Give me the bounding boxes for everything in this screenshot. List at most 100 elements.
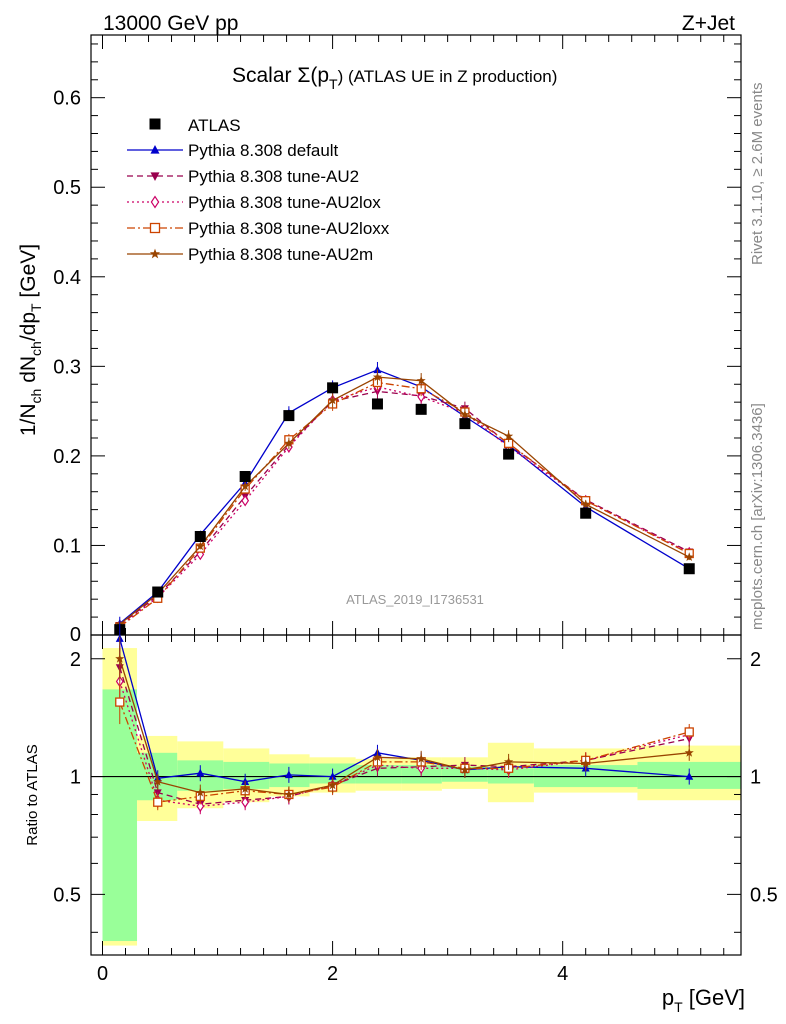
ratio-point	[685, 772, 694, 780]
series-point	[328, 395, 338, 405]
ratio-series-line	[119, 638, 690, 783]
ratio-point	[372, 752, 382, 762]
x-tick-label: 4	[557, 963, 568, 985]
legend: ATLAS Pythia 8.308 default Pythia 8.308 tu…	[127, 116, 390, 264]
analysis-tag: ATLAS_2019_I1736531	[346, 592, 484, 607]
series-point	[504, 431, 514, 441]
ratio-point	[153, 797, 163, 807]
legend-label: Pythia 8.308 tune-AU2	[188, 167, 359, 186]
series-point	[195, 541, 205, 551]
legend-label: ATLAS	[188, 116, 241, 135]
ratio-uncertainty-bands	[91, 648, 741, 946]
y-tick-label: 0.4	[53, 267, 81, 289]
y-tick-label: 0.3	[53, 356, 81, 378]
x-tick-label: 0	[97, 963, 108, 985]
series-line	[119, 390, 690, 626]
stat-uncertainty-band	[102, 689, 138, 942]
series-line	[119, 381, 690, 628]
main-axes: 0.1 0.2 0.3 0.4 0.5 0.6 0	[53, 35, 741, 646]
energy-label: 13000 GeV pp	[103, 12, 238, 35]
ratio-point	[328, 780, 338, 790]
ratio-point	[115, 697, 125, 707]
ratio-point	[684, 727, 694, 737]
legend-marker	[149, 222, 161, 234]
ratio-point	[581, 758, 591, 768]
legend-marker	[150, 172, 160, 181]
legend-label: Pythia 8.308 default	[188, 141, 339, 160]
stat-uncertainty-band	[401, 765, 442, 784]
rivet-version-text: Rivet 3.1.10, ≥ 2.6M events	[749, 83, 766, 266]
ratio-point	[460, 765, 470, 774]
ratio-series-line	[119, 701, 690, 803]
main-series-marks	[114, 361, 695, 636]
ratio-point	[284, 789, 294, 799]
data-point	[371, 398, 383, 410]
ratio-point	[416, 754, 426, 763]
data-point	[239, 470, 251, 482]
x-tick-label: 2	[327, 963, 338, 985]
data-point	[152, 586, 164, 598]
ratio-point	[241, 796, 250, 809]
data-point	[415, 403, 427, 415]
series-point	[241, 494, 250, 507]
legend-label: Pythia 8.308 tune-AU2loxx	[188, 219, 390, 238]
data-point	[503, 448, 515, 460]
legend-marker	[149, 248, 161, 259]
series-point	[372, 372, 382, 381]
legend-marker	[149, 118, 161, 130]
ratio-y-tick-label: 1	[750, 767, 761, 789]
y-tick-label: 0.6	[53, 88, 81, 110]
series-point	[240, 481, 250, 491]
ratio-point	[328, 772, 337, 780]
data-point	[327, 382, 339, 394]
data-point	[580, 507, 592, 519]
ratio-y-tick-label: 0.5	[750, 884, 778, 906]
legend-label: Pythia 8.308 tune-AU2m	[188, 245, 373, 264]
x-axis-label: pT [GeV]	[662, 985, 745, 1015]
ratio-y-tick-label: 2	[70, 649, 81, 671]
ratio-y-tick-label: 1	[70, 767, 81, 789]
ratio-y-tick-label: 0.5	[53, 884, 81, 906]
y-tick-label: 0.2	[53, 446, 81, 468]
ratio-point	[284, 770, 293, 779]
legend-marker	[150, 195, 160, 209]
chart-title: Scalar Σ(pT) (ATLAS UE in Z production)	[232, 64, 557, 92]
ratio-point	[196, 800, 205, 813]
stat-uncertainty-band	[355, 765, 402, 784]
series-point	[417, 390, 426, 403]
ratio-y-tick-label: 2	[750, 649, 761, 671]
series-point	[284, 438, 294, 448]
y-axis-label: 1/Nch dNch/dpT [GeV]	[17, 244, 44, 436]
ratio-point	[195, 787, 205, 797]
legend-label: Pythia 8.308 tune-AU2lox	[188, 193, 381, 212]
ratio-series-line	[119, 667, 690, 805]
ratio-point	[240, 784, 250, 793]
series-line	[119, 376, 690, 625]
ratio-series-marks	[115, 616, 694, 815]
ratio-y-axis-label: Ratio to ATLAS	[24, 744, 41, 845]
ratio-axes: 0 2 4 0.5 0.5 1 1 2 2	[53, 635, 778, 985]
stat-uncertainty-band	[487, 768, 534, 784]
series-point	[416, 375, 426, 385]
series-point	[373, 365, 382, 374]
ratio-point	[684, 748, 694, 757]
series-line	[119, 386, 690, 627]
series-point	[581, 499, 591, 509]
data-point	[194, 530, 206, 542]
ratio-series-line	[119, 658, 690, 796]
series-point	[460, 409, 470, 419]
legend-marker	[150, 145, 160, 154]
ratio-point	[196, 768, 205, 777]
ratio-panel-frame	[90, 634, 742, 956]
y-tick-label: 0	[70, 624, 81, 646]
y-tick-label: 0.5	[53, 177, 81, 199]
ratio-point	[115, 654, 125, 663]
mcplots-source-text: mcplots.cern.ch [arXiv:1306.3436]	[749, 403, 766, 630]
series-line	[119, 369, 690, 624]
ratio-point	[504, 757, 514, 766]
data-point	[683, 563, 695, 575]
data-point	[283, 410, 295, 422]
process-label: Z+Jet	[682, 12, 735, 35]
data-point	[459, 418, 471, 430]
